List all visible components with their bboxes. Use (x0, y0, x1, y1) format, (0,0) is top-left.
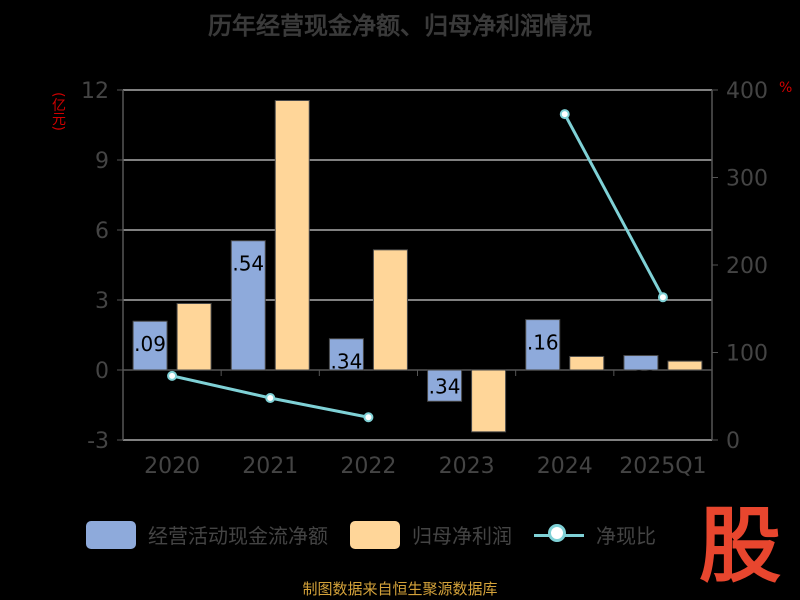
y-right-tick-label: 100 (726, 342, 768, 367)
y-right-tick-label: 0 (726, 429, 740, 454)
y-left-tick-label: 9 (95, 149, 109, 174)
x-tick-label: 2023 (439, 454, 495, 479)
bar-ocf (623, 355, 659, 371)
legend-item-profit[interactable]: 归母净利润 (350, 520, 512, 549)
data-label: .34 (331, 350, 363, 374)
ratio-line (563, 113, 665, 298)
y-left-tick-label: 12 (81, 79, 109, 104)
logo-mark: 股 (698, 498, 781, 594)
legend: 经营活动现金流净额 归母净利润 净现比 (86, 520, 678, 549)
legend-item-ratio[interactable]: 净现比 (534, 520, 656, 549)
y-left-tick-label: -3 (87, 429, 109, 454)
bar-profit (176, 303, 212, 371)
bar-ocf (230, 240, 266, 371)
bar-profit (372, 249, 408, 371)
legend-label-ratio: 净现比 (596, 524, 656, 548)
data-label: .34 (429, 374, 461, 398)
x-tick-label: 2024 (537, 454, 593, 479)
ratio-point (559, 109, 570, 120)
left-axis-unit: (亿元) (50, 92, 66, 131)
bar-profit (667, 360, 703, 371)
bar-ocf (328, 338, 364, 371)
bar-profit (471, 369, 507, 433)
bar-profit (569, 355, 605, 371)
x-tick-label: 2021 (242, 454, 298, 479)
ratio-point (265, 393, 276, 403)
y-right-tick-label: 300 (726, 167, 768, 192)
legend-item-ocf[interactable]: 经营活动现金流净额 (86, 520, 328, 549)
data-label: .09 (134, 332, 166, 356)
y-left-tick-label: 0 (95, 359, 109, 384)
legend-swatch-ocf (86, 520, 136, 549)
y-left-tick-label: 6 (95, 219, 109, 244)
y-left-tick-label: 3 (95, 289, 109, 314)
ratio-point (657, 292, 668, 303)
chart-title: 历年经营现金净额、归母净利润情况 (208, 12, 592, 40)
data-label: .16 (527, 331, 559, 355)
legend-label-profit: 归母净利润 (412, 524, 512, 548)
legend-swatch-profit (350, 520, 400, 549)
data-label: .62 (625, 367, 657, 391)
bar-profit (274, 100, 310, 371)
right-axis-unit: % (779, 80, 793, 96)
bar-ocf (525, 319, 561, 371)
x-tick-label: 2022 (340, 454, 396, 479)
legend-label-ocf: 经营活动现金流净额 (148, 524, 328, 548)
x-tick-label: 2025Q1 (619, 454, 706, 479)
legend-swatch-ratio (534, 521, 584, 549)
x-tick-label: 2020 (144, 454, 200, 479)
y-right-tick-label: 200 (726, 254, 768, 279)
data-label: .54 (232, 252, 264, 276)
source-note: 制图数据来自恒生聚源数据库 (302, 580, 498, 598)
bar-ocf (132, 320, 168, 371)
bar-ocf (427, 369, 463, 402)
ratio-point (363, 412, 374, 423)
ratio-point (167, 370, 178, 381)
y-right-tick-label: 400 (726, 79, 768, 104)
